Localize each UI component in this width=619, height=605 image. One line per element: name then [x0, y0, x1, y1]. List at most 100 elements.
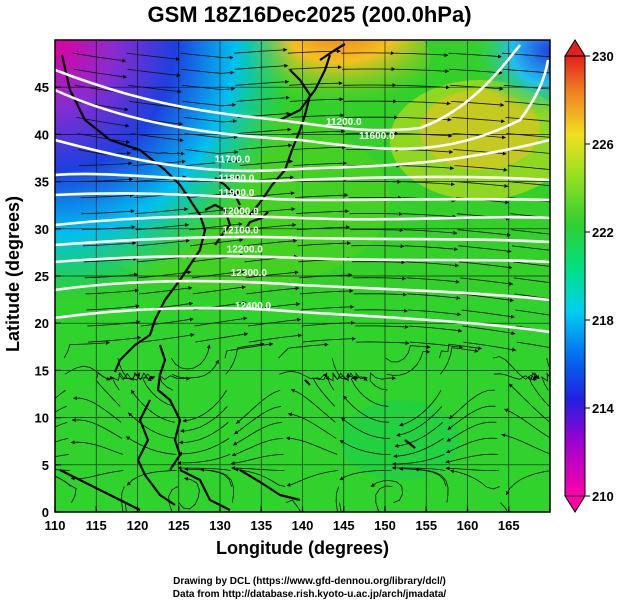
streamline: [78, 149, 132, 156]
streamline: [73, 396, 122, 423]
streamline: [540, 372, 550, 391]
streamline: [278, 342, 329, 359]
streamline: [86, 304, 140, 311]
streamline: [401, 181, 455, 187]
streamline: [299, 273, 353, 279]
colorbar-scale: [564, 55, 586, 497]
y-tick-label: 45: [35, 80, 49, 95]
contour-label: 12000.0: [223, 207, 260, 218]
streamline: [301, 320, 356, 327]
streamline: [235, 389, 281, 424]
streamline: [507, 165, 550, 170]
streamline: [463, 341, 517, 352]
streamline: [335, 486, 340, 512]
streamline: [394, 52, 449, 58]
streamline: [234, 63, 289, 70]
colorbar-tick-label: 214: [592, 401, 614, 416]
streamline: [55, 454, 70, 458]
streamline: [111, 371, 141, 391]
streamline: [178, 421, 229, 445]
streamline: [445, 466, 499, 472]
streamline: [78, 161, 133, 166]
streamline: [55, 475, 71, 487]
streamline: [352, 276, 407, 281]
streamline: [130, 389, 175, 423]
streamline: [302, 336, 356, 343]
streamline: [194, 316, 248, 327]
credit-drawing: Drawing by DCL (https://www.gfd-dennou.o…: [173, 576, 446, 587]
streamline: [55, 389, 66, 399]
x-tick-label: 155: [415, 518, 437, 533]
streamline: [70, 440, 123, 455]
colorbar-tick-label: 230: [592, 49, 614, 64]
streamline: [355, 324, 409, 329]
streamline: [285, 499, 302, 512]
streamline: [408, 309, 462, 317]
streamline: [347, 179, 402, 184]
streamline: [243, 223, 297, 231]
streamline: [239, 159, 294, 166]
streamline: [63, 340, 110, 359]
streamline: [238, 143, 293, 150]
streamline: [331, 357, 368, 381]
streamline: [178, 438, 230, 456]
streamline: [55, 438, 69, 443]
streamline: [171, 359, 219, 379]
streamline: [245, 270, 299, 279]
streamline: [139, 286, 193, 295]
streamline: [354, 308, 408, 313]
streamline: [87, 320, 141, 327]
streamline: [82, 241, 137, 247]
streamline: [234, 405, 282, 435]
streamline: [235, 79, 290, 86]
streamline: [81, 209, 135, 215]
streamline: [128, 84, 182, 94]
streamline: [293, 161, 347, 166]
streamline: [290, 388, 336, 423]
streamline: [445, 453, 499, 464]
streamline: [129, 101, 183, 110]
streamline: [73, 68, 127, 79]
plot-title: GSM 18Z16Dec2025 (200.0hPa): [147, 2, 472, 27]
streamline: [405, 261, 459, 268]
streamline: [399, 389, 442, 427]
streamline: [231, 438, 283, 457]
streamline: [189, 222, 243, 231]
contour-label: 12300.0: [231, 268, 268, 279]
streamline: [375, 485, 393, 512]
streamline: [446, 421, 497, 442]
streamline: [248, 333, 302, 343]
streamline: [168, 486, 179, 512]
contour-label: 12400.0: [235, 301, 272, 312]
streamline: [191, 269, 246, 279]
streamline: [121, 486, 125, 512]
streamline: [502, 52, 550, 58]
streamline: [370, 480, 404, 503]
y-tick-label: 35: [35, 175, 49, 190]
streamline: [247, 317, 302, 327]
streamline: [170, 344, 211, 370]
streamline: [407, 293, 461, 300]
streamline: [350, 376, 389, 407]
x-tick-label: 125: [168, 518, 190, 533]
y-tick-label: 30: [35, 222, 49, 237]
contour-labels: 11200.0 11600.0 11700.0 11800.0 11900.0 12000…: [215, 117, 395, 312]
streamline: [73, 52, 127, 63]
streamline: [396, 84, 450, 90]
streamline: [505, 470, 550, 496]
streamline: [232, 421, 282, 446]
streamline: [292, 145, 347, 150]
streamline: [339, 440, 391, 455]
credit-data-source: Data from http://database.rish.kyoto-u.a…: [172, 589, 447, 600]
streamline: [234, 467, 286, 487]
streamline: [353, 292, 408, 297]
streamline: [79, 177, 134, 182]
streamline: [502, 68, 550, 74]
streamline: [513, 277, 550, 284]
streamline: [395, 68, 450, 74]
x-tick-label: 165: [498, 518, 520, 533]
streamline: [158, 374, 191, 391]
streamline: [140, 317, 194, 327]
y-axis-label: Latitude (degrees): [3, 195, 23, 353]
streamline: [177, 454, 231, 465]
